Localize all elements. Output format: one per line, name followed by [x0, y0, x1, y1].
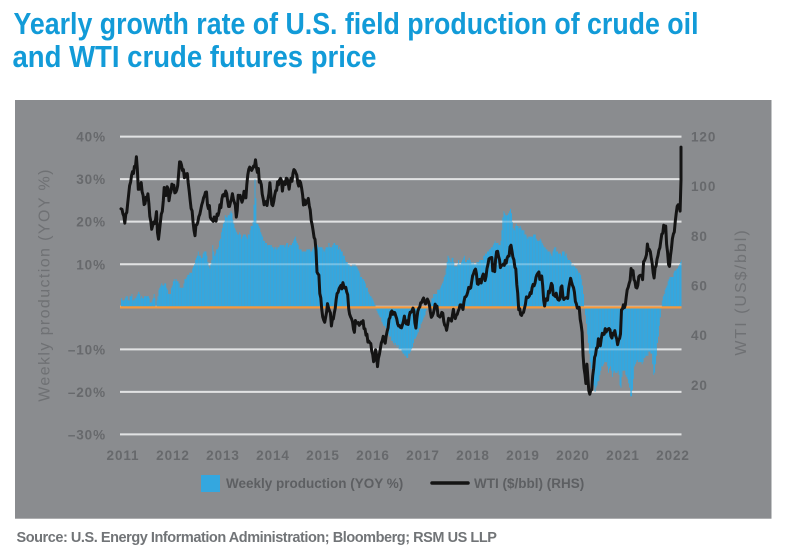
svg-text:2013: 2013: [206, 448, 240, 463]
svg-text:–30%: –30%: [68, 427, 106, 442]
svg-text:Weekly production (YOY %): Weekly production (YOY %): [226, 476, 403, 491]
svg-text:2022: 2022: [656, 448, 690, 463]
svg-text:30%: 30%: [76, 172, 106, 187]
svg-text:2020: 2020: [556, 448, 590, 463]
svg-text:40: 40: [691, 328, 708, 343]
svg-text:2016: 2016: [356, 448, 390, 463]
svg-text:2019: 2019: [506, 448, 540, 463]
svg-text:Source: U.S. Energy Informatio: Source: U.S. Energy Information Administ…: [17, 530, 498, 546]
svg-text:120: 120: [691, 130, 716, 145]
svg-text:WTI (US$/bbl): WTI (US$/bbl): [733, 228, 750, 355]
svg-text:2017: 2017: [406, 448, 440, 463]
svg-text:Yearly growth rate of U.S. fie: Yearly growth rate of U.S. field product…: [14, 6, 699, 41]
svg-text:10%: 10%: [76, 257, 106, 272]
svg-text:WTI ($/bbl) (RHS): WTI ($/bbl) (RHS): [474, 476, 584, 491]
svg-text:2011: 2011: [107, 448, 140, 463]
svg-text:100: 100: [691, 179, 716, 194]
svg-text:60: 60: [691, 279, 708, 294]
svg-text:2018: 2018: [456, 448, 490, 463]
svg-text:2014: 2014: [256, 448, 290, 463]
svg-text:20: 20: [691, 378, 708, 393]
svg-text:and WTI crude futures price: and WTI crude futures price: [13, 39, 377, 74]
svg-text:40%: 40%: [76, 130, 106, 145]
svg-text:–20%: –20%: [68, 385, 106, 400]
svg-text:2015: 2015: [306, 448, 340, 463]
svg-text:80: 80: [691, 229, 708, 244]
svg-text:Weekly production (YOY %): Weekly production (YOY %): [37, 168, 54, 402]
svg-text:2012: 2012: [156, 448, 190, 463]
svg-text:20%: 20%: [76, 215, 106, 230]
svg-text:2021: 2021: [606, 448, 640, 463]
svg-text:–10%: –10%: [68, 342, 106, 357]
